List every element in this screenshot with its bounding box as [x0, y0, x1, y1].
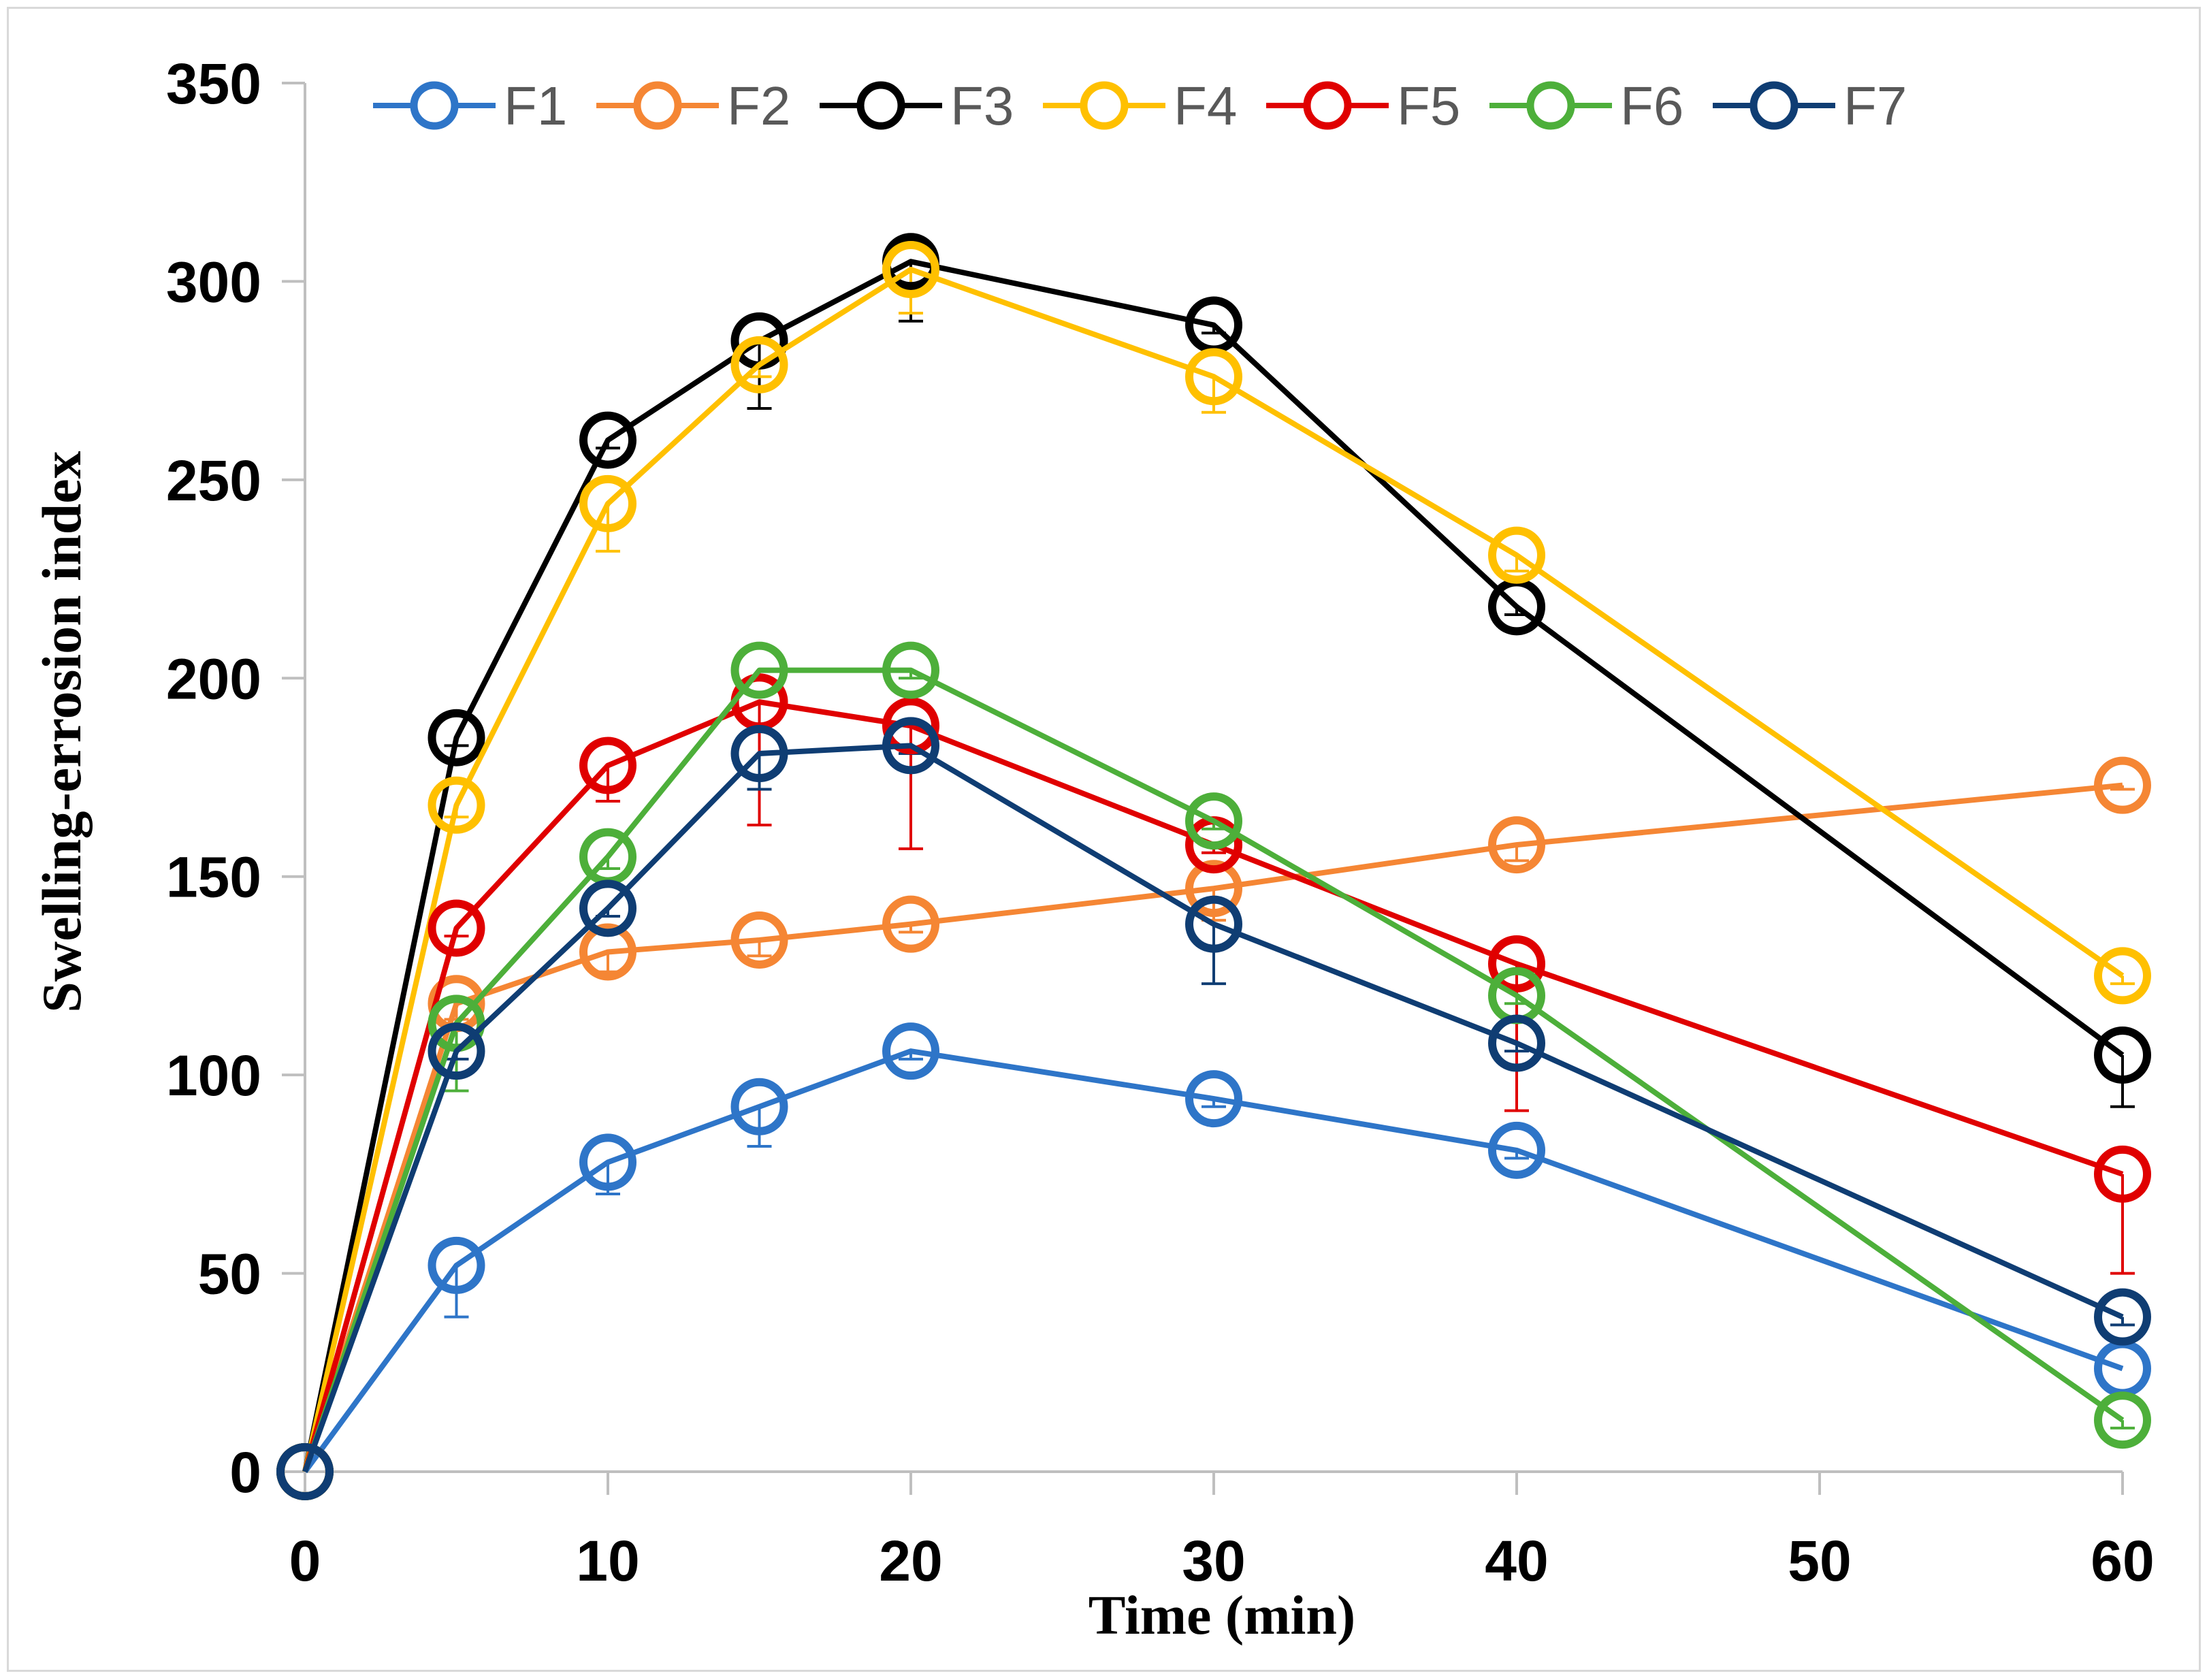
- data-point: [730, 911, 788, 969]
- legend-entry-f1: F1: [373, 76, 567, 136]
- series-line: [302, 699, 2124, 1473]
- series-line: [302, 667, 2125, 1473]
- legend-marker: [410, 81, 459, 130]
- data-point: [1488, 1014, 1545, 1072]
- data-point: [428, 1236, 485, 1294]
- x-tick-label: 10: [576, 1529, 639, 1593]
- data-point: [2094, 1027, 2151, 1084]
- y-tick-label: 200: [166, 647, 261, 711]
- y-tick-label: 300: [166, 250, 261, 314]
- data-point: [1185, 860, 1242, 918]
- error-bars-f7: [444, 745, 2135, 1327]
- x-axis-title: Time (min): [1089, 1584, 1356, 1646]
- error-bars-f5: [444, 702, 2135, 1275]
- data-point: [730, 725, 788, 783]
- error-bars-f6: [444, 670, 2135, 1429]
- data-point: [1488, 1121, 1545, 1179]
- series-line: [302, 1048, 2124, 1474]
- data-point: [2094, 947, 2151, 1005]
- series-f7: [276, 717, 2151, 1500]
- data-point: [882, 1022, 939, 1080]
- data-point: [1185, 895, 1242, 953]
- data-point: [882, 240, 939, 298]
- legend-entry-f2: F2: [596, 76, 790, 136]
- data-point: [882, 717, 939, 775]
- legend-entry-f7: F7: [1713, 76, 1907, 136]
- y-tick-label: 350: [166, 52, 261, 116]
- data-point: [579, 474, 636, 532]
- data-point: [730, 1078, 788, 1135]
- data-point: [1185, 348, 1242, 406]
- data-point: [1488, 526, 1545, 584]
- data-point: [730, 336, 788, 393]
- legend-label: F2: [727, 76, 790, 136]
- x-tick-label: 20: [879, 1529, 942, 1593]
- data-point: [882, 641, 939, 699]
- legend-entry-f3: F3: [820, 76, 1014, 136]
- data-point: [579, 411, 636, 469]
- data-point: [2094, 756, 2151, 814]
- x-tick-label: 60: [2091, 1529, 2154, 1593]
- series-f1: [276, 1022, 2151, 1500]
- data-point: [882, 697, 939, 755]
- legend-marker: [633, 81, 682, 130]
- x-tick-label: 0: [289, 1529, 321, 1593]
- data-point: [428, 776, 485, 834]
- legend-label: F4: [1174, 76, 1237, 136]
- legend-marker: [1080, 81, 1129, 130]
- legend-marker: [1750, 81, 1799, 130]
- legend-label: F7: [1843, 76, 1907, 136]
- y-tick-label: 0: [229, 1440, 261, 1504]
- legend: F1 F2 F3 F4 F5 F6 F7: [373, 76, 1907, 136]
- data-point: [2094, 1288, 2151, 1346]
- x-tick-label: 40: [1485, 1529, 1548, 1593]
- y-tick-label: 100: [166, 1044, 261, 1108]
- error-bars-f2: [444, 785, 2135, 1021]
- data-point: [579, 1133, 636, 1191]
- data-point: [428, 709, 485, 766]
- y-tick-label: 250: [166, 449, 261, 513]
- data-point: [2094, 1145, 2151, 1203]
- data-point: [428, 899, 485, 957]
- data-point: [1488, 816, 1545, 874]
- data-point: [428, 1022, 485, 1080]
- series-line: [302, 266, 2125, 1472]
- legend-marker: [856, 81, 905, 130]
- series-layer: [276, 233, 2151, 1500]
- legend-entry-f5: F5: [1266, 76, 1460, 136]
- data-point: [579, 737, 636, 794]
- data-point: [2094, 1391, 2151, 1449]
- legend-marker: [1303, 81, 1352, 130]
- data-point: [276, 1443, 334, 1500]
- legend-label: F6: [1620, 76, 1683, 136]
- y-axis-title: Swelling-errosion index: [31, 451, 93, 1012]
- legend-entry-f4: F4: [1043, 76, 1237, 136]
- data-point: [1488, 935, 1545, 992]
- data-point: [882, 895, 939, 953]
- legend-label: F5: [1397, 76, 1460, 136]
- data-point: [1185, 1070, 1242, 1128]
- x-tick-label: 50: [1788, 1529, 1851, 1593]
- data-point: [579, 879, 636, 937]
- series-line: [302, 259, 2125, 1472]
- data-point: [730, 641, 788, 699]
- legend-marker: [1526, 81, 1575, 130]
- y-tick-label: 150: [166, 845, 261, 909]
- legend-entry-f6: F6: [1489, 76, 1683, 136]
- x-tick-label: 30: [1182, 1529, 1245, 1593]
- legend-label: F1: [504, 76, 567, 136]
- series-line: [302, 743, 2124, 1473]
- y-tick-label: 50: [198, 1242, 261, 1306]
- legend-label: F3: [950, 76, 1014, 136]
- data-point: [1185, 792, 1242, 850]
- data-point: [579, 923, 636, 981]
- axes: 0 50 100 150 200 250 300 350 0 10 20 30 40 50 60: [166, 52, 2155, 1593]
- error-bars-f3: [444, 261, 2135, 1108]
